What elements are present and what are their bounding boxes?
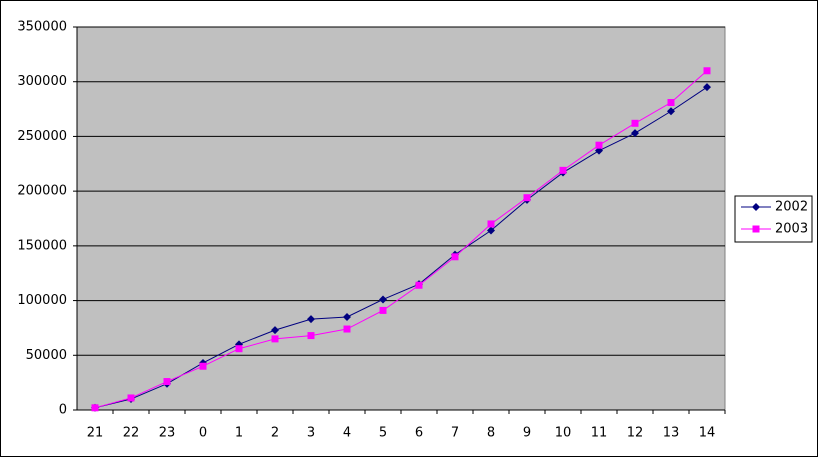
marker bbox=[235, 345, 243, 353]
y-tick-label: 0 bbox=[59, 403, 67, 418]
marker bbox=[487, 226, 495, 235]
marker bbox=[487, 220, 495, 228]
x-tick-label: 21 bbox=[87, 426, 104, 441]
marker bbox=[451, 253, 459, 261]
marker bbox=[752, 225, 760, 233]
marker bbox=[631, 119, 639, 127]
x-tick-label: 6 bbox=[415, 426, 423, 441]
x-tick-label: 8 bbox=[487, 426, 495, 441]
marker bbox=[631, 129, 639, 138]
marker bbox=[379, 306, 387, 314]
marker bbox=[91, 404, 99, 412]
x-tick-label: 3 bbox=[307, 426, 315, 441]
x-tick-label: 2 bbox=[271, 426, 279, 441]
x-tick-label: 1 bbox=[235, 426, 243, 441]
legend-box bbox=[734, 195, 813, 243]
marker bbox=[199, 362, 207, 370]
y-tick-label: 300000 bbox=[17, 74, 67, 89]
legend-label: 2002 bbox=[775, 200, 808, 215]
marker bbox=[703, 83, 711, 92]
x-tick-label: 11 bbox=[591, 426, 608, 441]
marker bbox=[415, 281, 423, 289]
x-tick-label: 7 bbox=[451, 426, 459, 441]
x-tick-label: 12 bbox=[627, 426, 644, 441]
marker bbox=[271, 335, 279, 343]
marker bbox=[271, 326, 279, 335]
plot-area bbox=[76, 26, 726, 411]
y-tick-label: 250000 bbox=[17, 129, 67, 144]
marker bbox=[595, 141, 603, 149]
x-tick-label: 9 bbox=[523, 426, 531, 441]
marker bbox=[163, 378, 171, 386]
series-line bbox=[94, 86, 708, 409]
x-tick-label: 4 bbox=[343, 426, 351, 441]
marker bbox=[523, 194, 531, 202]
x-tick-label: 22 bbox=[123, 426, 140, 441]
y-tick-label: 100000 bbox=[17, 293, 67, 308]
x-tick-label: 10 bbox=[555, 426, 572, 441]
marker bbox=[667, 99, 675, 107]
legend-label: 2003 bbox=[775, 222, 808, 237]
y-tick-label: 350000 bbox=[17, 20, 67, 35]
x-tick-label: 0 bbox=[199, 426, 207, 441]
x-tick-label: 5 bbox=[379, 426, 387, 441]
marker bbox=[379, 295, 387, 304]
y-tick-label: 200000 bbox=[17, 184, 67, 199]
marker bbox=[559, 166, 567, 174]
marker bbox=[752, 203, 760, 211]
x-tick-label: 14 bbox=[699, 426, 716, 441]
y-tick-label: 150000 bbox=[17, 238, 67, 253]
marker bbox=[667, 107, 675, 116]
marker bbox=[127, 394, 135, 402]
marker bbox=[343, 325, 351, 333]
x-tick-label: 13 bbox=[663, 426, 680, 441]
marker bbox=[307, 332, 315, 340]
series-line bbox=[94, 70, 708, 409]
x-tick-label: 23 bbox=[159, 426, 176, 441]
y-tick-label: 50000 bbox=[26, 348, 67, 363]
marker bbox=[343, 312, 351, 321]
marker bbox=[703, 67, 711, 75]
marker bbox=[307, 315, 315, 324]
